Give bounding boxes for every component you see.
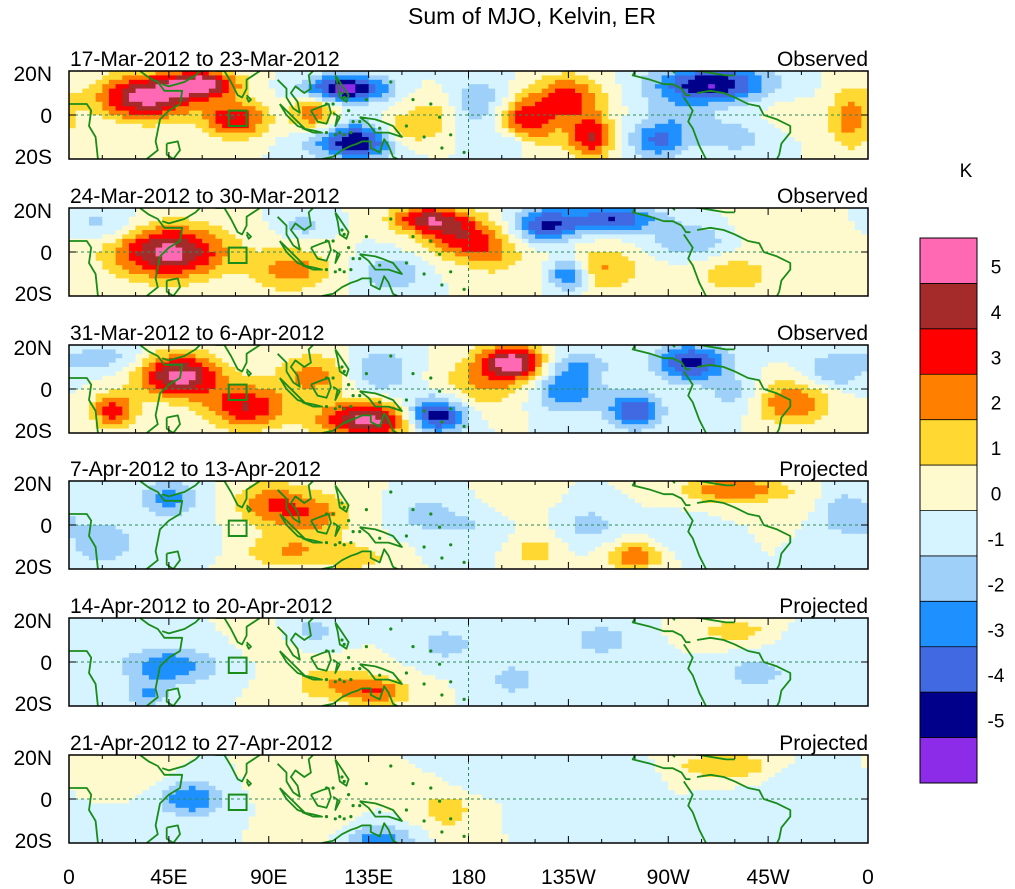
x-tick-label: 0 xyxy=(862,866,874,889)
region-box xyxy=(227,519,248,537)
y-tick-label: 0 xyxy=(40,379,52,402)
colorbar-label: 5 xyxy=(991,257,1002,278)
region-box xyxy=(227,383,248,402)
panel-status-label: Observed xyxy=(777,48,868,71)
colorbar-label: -2 xyxy=(988,575,1005,596)
panel-date-range: 31-Mar-2012 to 6-Apr-2012 xyxy=(70,322,324,345)
coastlines xyxy=(69,618,792,706)
map-panel-4: 20N 0 20S 7-Apr-2012 to 13-Apr-2012 Projecte… xyxy=(13,458,869,579)
coastlines xyxy=(69,481,792,569)
x-tick-label: 0 xyxy=(63,866,75,889)
map-panel-3: 20N 0 20S 31-Mar-2012 to 6-Apr-2012 Observed xyxy=(13,322,869,443)
y-tick-label: 20N xyxy=(13,337,52,360)
colorbar-unit: K xyxy=(960,161,973,182)
chart-title: Sum of MJO, Kelvin, ER xyxy=(408,3,656,29)
x-tick-label: 90E xyxy=(250,866,287,889)
panel-date-range: 17-Mar-2012 to 23-Mar-2012 xyxy=(70,48,340,71)
colorbar-swatch xyxy=(920,419,977,466)
colorbar-swatch xyxy=(920,692,977,738)
panel-date-range: 14-Apr-2012 to 20-Apr-2012 xyxy=(70,595,333,618)
panel-status-label: Observed xyxy=(777,185,868,208)
colorbar-swatch xyxy=(920,737,977,784)
y-tick-label: 0 xyxy=(40,105,52,128)
y-tick-label: 20S xyxy=(15,420,52,443)
map-panel-1: 20N 0 20S 17-Mar-2012 to 23-Mar-2012 Observe… xyxy=(13,48,869,169)
colorbar-swatch xyxy=(920,510,977,557)
x-tick-label: 135E xyxy=(344,866,393,889)
coastlines xyxy=(69,71,792,159)
region-box xyxy=(227,246,248,265)
panel-date-range: 24-Mar-2012 to 30-Mar-2012 xyxy=(70,185,340,208)
colorbar-label: 1 xyxy=(991,439,1002,460)
colorbar: K 5 4 3 2 1 0 -1 -2 -3 -4 -5 xyxy=(919,161,1005,784)
colorbar-swatch xyxy=(920,328,977,375)
y-tick-label: 20N xyxy=(13,63,52,86)
colorbar-swatch xyxy=(920,238,977,284)
panel-status-label: Projected xyxy=(779,458,868,481)
x-tick-label: 180 xyxy=(451,866,486,889)
region-box xyxy=(227,109,248,127)
panel-status-label: Observed xyxy=(777,322,868,345)
coastlines xyxy=(69,208,792,296)
colorbar-label: 3 xyxy=(991,348,1002,369)
y-tick-label: 20N xyxy=(13,200,52,223)
y-tick-label: 0 xyxy=(40,789,52,812)
y-tick-label: 20S xyxy=(15,830,52,853)
panel-date-range: 21-Apr-2012 to 27-Apr-2012 xyxy=(70,732,333,755)
anomaly-field xyxy=(69,71,868,159)
panel-date-range: 7-Apr-2012 to 13-Apr-2012 xyxy=(70,458,321,481)
colorbar-label: -1 xyxy=(988,530,1005,551)
colorbar-swatch xyxy=(920,283,977,330)
x-tick-label: 45E xyxy=(150,866,187,889)
colorbar-swatch xyxy=(920,465,977,511)
map-panel-6: 20N 0 20S 21-Apr-2012 to 27-Apr-2012 Project… xyxy=(13,732,869,853)
colorbar-label: 4 xyxy=(991,303,1002,324)
panel-status-label: Projected xyxy=(779,732,868,755)
colorbar-swatch xyxy=(920,374,977,421)
y-tick-label: 20N xyxy=(13,747,52,770)
anomaly-field xyxy=(69,618,868,706)
x-tick-label: 90W xyxy=(647,866,690,889)
colorbar-swatch xyxy=(920,646,977,693)
colorbar-label: -5 xyxy=(988,712,1005,733)
region-box xyxy=(227,793,248,811)
x-axis: 0 45E 90E 135E 180 135W 90W 45W 0 xyxy=(63,866,874,889)
colorbar-swatch xyxy=(920,601,977,648)
y-tick-label: 20N xyxy=(13,610,52,633)
y-tick-label: 20N xyxy=(13,473,52,496)
map-panel-2: 20N 0 20S 24-Mar-2012 to 30-Mar-2012 Observe… xyxy=(13,185,869,306)
colorbar-label: -4 xyxy=(988,666,1005,687)
colorbar-swatch xyxy=(920,555,977,602)
colorbar-label: 0 xyxy=(991,485,1002,506)
x-tick-label: 45W xyxy=(747,866,790,889)
panel-group: 20N 0 20S 17-Mar-2012 to 23-Mar-2012 Observe… xyxy=(13,48,869,853)
y-tick-label: 20S xyxy=(15,693,52,716)
y-tick-label: 20S xyxy=(15,556,52,579)
coastlines xyxy=(69,755,792,843)
map-panel-5: 20N 0 20S 14-Apr-2012 to 20-Apr-2012 Project… xyxy=(13,595,869,716)
y-tick-label: 0 xyxy=(40,652,52,675)
x-tick-label: 135W xyxy=(541,866,596,889)
y-tick-label: 20S xyxy=(15,283,52,306)
panel-status-label: Projected xyxy=(779,595,868,618)
colorbar-label: 2 xyxy=(991,394,1002,415)
y-tick-label: 20S xyxy=(15,146,52,169)
y-tick-label: 0 xyxy=(40,515,52,538)
y-tick-label: 0 xyxy=(40,242,52,265)
region-box xyxy=(227,656,248,674)
coastlines xyxy=(69,345,792,433)
colorbar-label: -3 xyxy=(988,621,1005,642)
anomaly-field xyxy=(69,481,868,569)
